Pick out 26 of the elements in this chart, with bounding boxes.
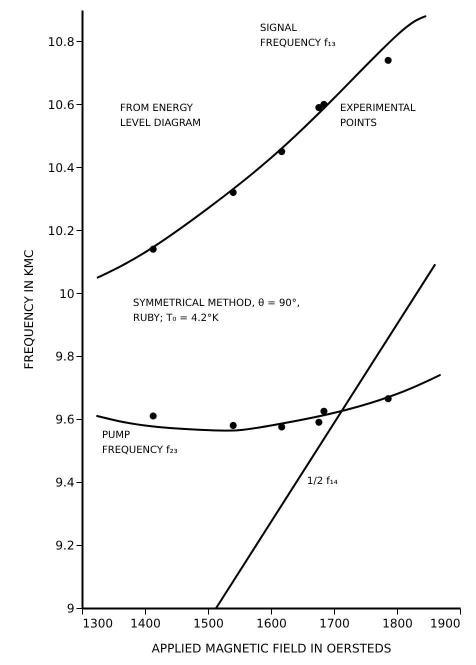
annotation: SIGNAL FREQUENCY f₁₃ [260, 23, 336, 49]
y-tick-label: 10.8 [48, 34, 74, 49]
annotation: 1/2 f₁₄ [307, 476, 338, 487]
y-tick-label: 10 [59, 286, 74, 301]
x-tick-label: 1800 [382, 616, 413, 630]
y-tick-label: 10.2 [48, 224, 74, 238]
annotation: EXPERIMENTAL POINTS [340, 103, 416, 129]
y-axis-title: FREQUENCY IN KMC [22, 250, 36, 370]
y-tick-label: 9.2 [55, 538, 74, 553]
annotation: PUMP FREQUENCY f₂₃ [102, 430, 178, 456]
x-tick-label: 1600 [256, 616, 287, 630]
y-tick-label: 10.6 [48, 98, 74, 112]
y-tick-label: 9.4 [55, 476, 74, 490]
line-series [96, 15, 426, 279]
x-tick-label: 1700 [319, 616, 350, 630]
x-tick-label: 1900 [430, 616, 460, 630]
annotation: SYMMETRICAL METHOD, θ = 90°, RUBY; T₀ = 4.2°K [133, 298, 300, 324]
x-tick-label: 1400 [130, 616, 161, 630]
y-tick-label: 9.8 [55, 350, 74, 364]
x-axis-title: APPLIED MAGNETIC FIELD IN OERSTEDS [152, 642, 392, 656]
annotation: FROM ENERGY LEVEL DIAGRAM [120, 103, 201, 129]
y-tick-label: 10.4 [48, 160, 74, 175]
x-tick-label: 1500 [193, 616, 224, 630]
y-tick-label: 9.6 [55, 412, 74, 427]
x-tick-label: 1300 [82, 616, 114, 630]
y-tick-label: 9 [66, 602, 74, 616]
